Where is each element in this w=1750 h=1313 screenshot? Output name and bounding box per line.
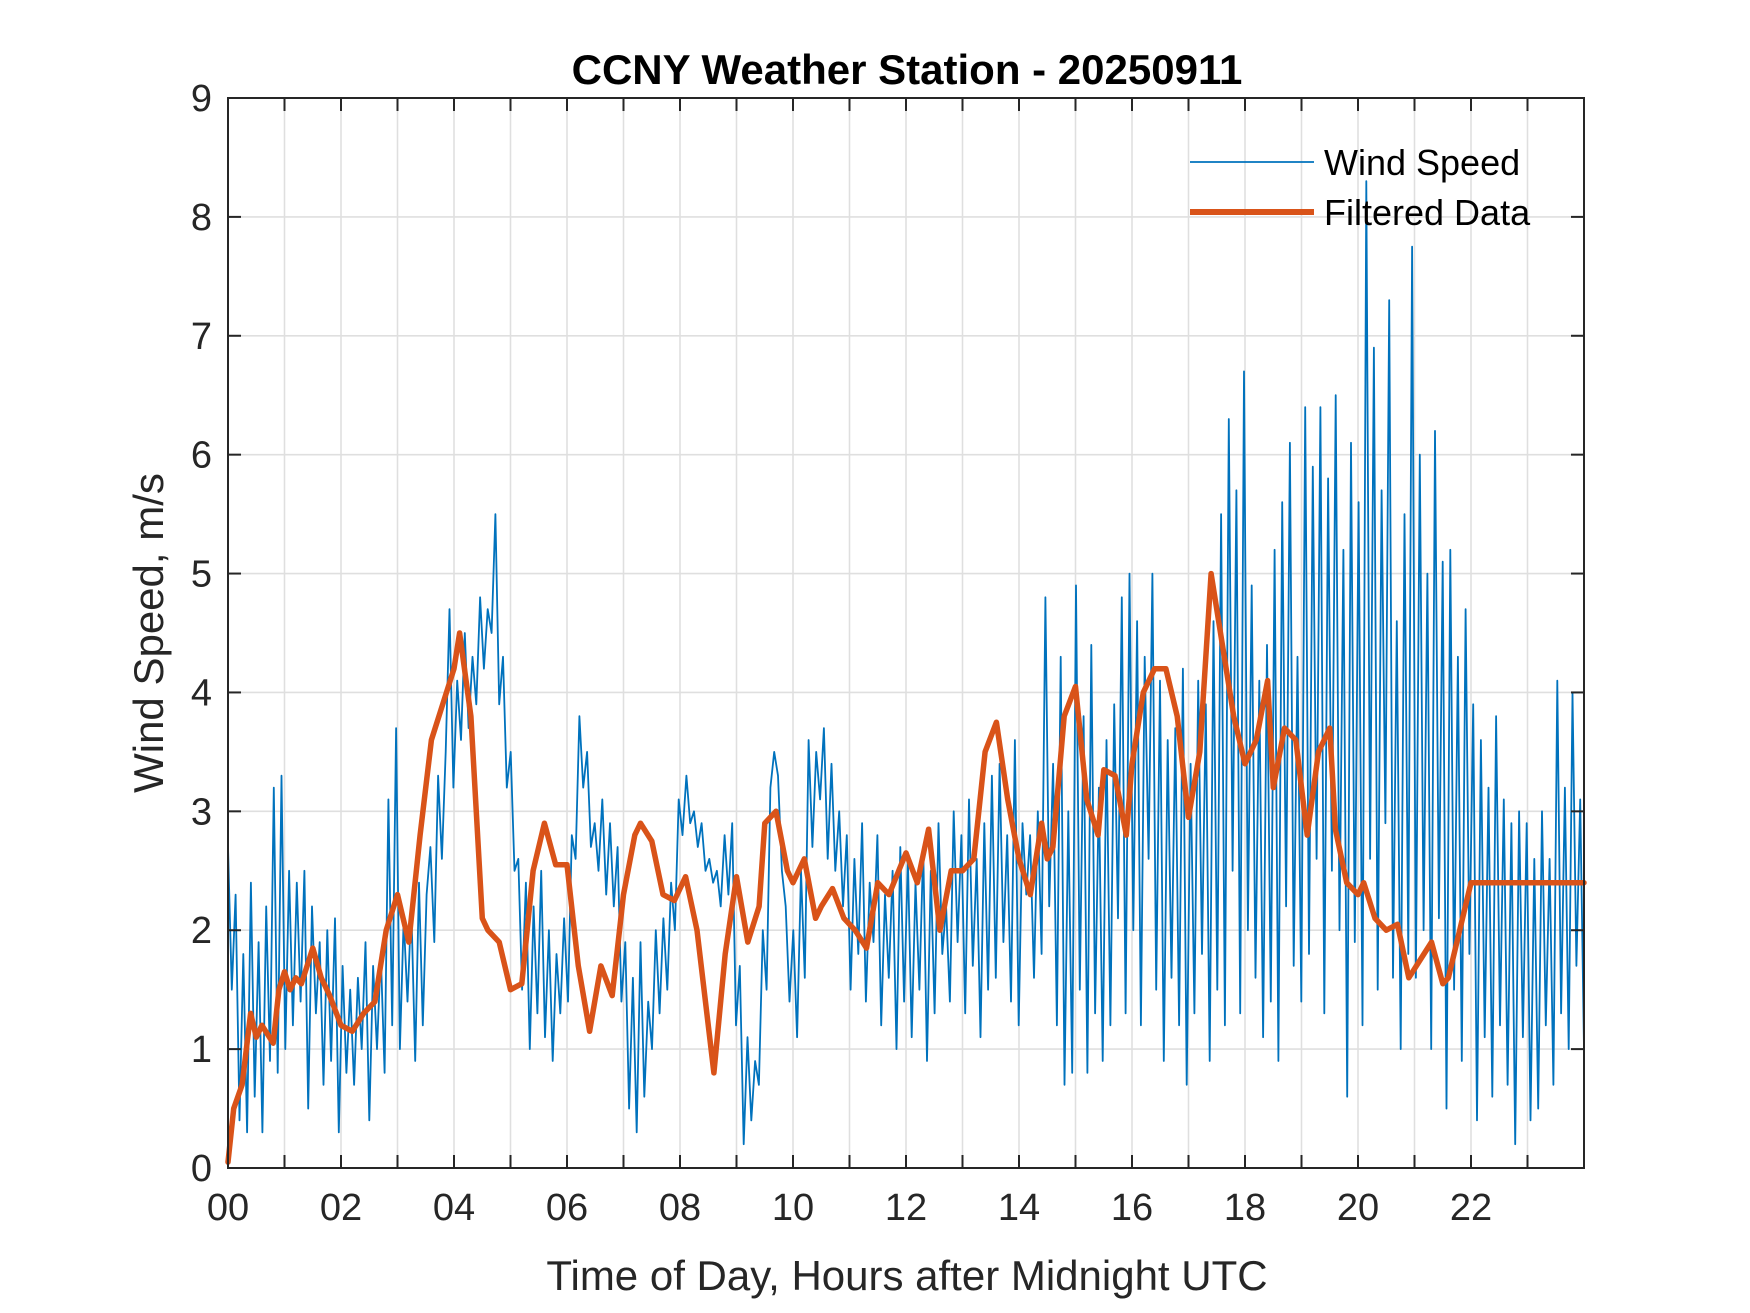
x-tick-label: 06 [546,1187,588,1229]
legend: Wind Speed Filtered Data [1190,142,1531,233]
x-tick-label: 22 [1450,1187,1492,1229]
y-tick-label: 7 [191,316,212,358]
axis-ticks [228,98,1584,1168]
filtered-data-line [225,570,1587,1165]
wind-speed-line [227,180,1585,1146]
y-tick-label: 5 [191,554,212,596]
y-tick-label: 8 [191,197,212,239]
x-tick-label: 20 [1337,1187,1379,1229]
x-tick-label: 02 [320,1187,362,1229]
x-tick-label: 14 [998,1187,1040,1229]
x-tick-label: 04 [433,1187,475,1229]
y-tick-label: 4 [191,672,212,714]
legend-wind-speed-label: Wind Speed [1324,142,1520,183]
x-axis-label: Time of Day, Hours after Midnight UTC [546,1252,1267,1299]
x-tick-label: 00 [207,1187,249,1229]
x-tick-label: 10 [772,1187,814,1229]
y-tick-label: 9 [191,78,212,120]
x-tick-label: 16 [1111,1187,1153,1229]
x-tick-label: 12 [885,1187,927,1229]
y-tick-label: 6 [191,435,212,477]
wind-speed-series [227,180,1585,1146]
y-tick-label: 1 [191,1029,212,1071]
filtered-data-series [225,570,1587,1165]
x-tick-labels: 00 02 04 06 08 10 12 14 16 18 20 22 [207,1187,1492,1229]
y-axis-label: Wind Speed, m/s [125,473,172,793]
x-tick-label: 18 [1224,1187,1266,1229]
y-tick-label: 3 [191,791,212,833]
legend-filtered-data-label: Filtered Data [1324,192,1531,233]
chart-title: CCNY Weather Station - 20250911 [572,46,1243,93]
y-tick-label: 2 [191,910,212,952]
y-tick-labels: 0 1 2 3 4 5 6 7 8 9 [191,78,212,1190]
x-tick-label: 08 [659,1187,701,1229]
y-tick-label: 0 [191,1148,212,1190]
